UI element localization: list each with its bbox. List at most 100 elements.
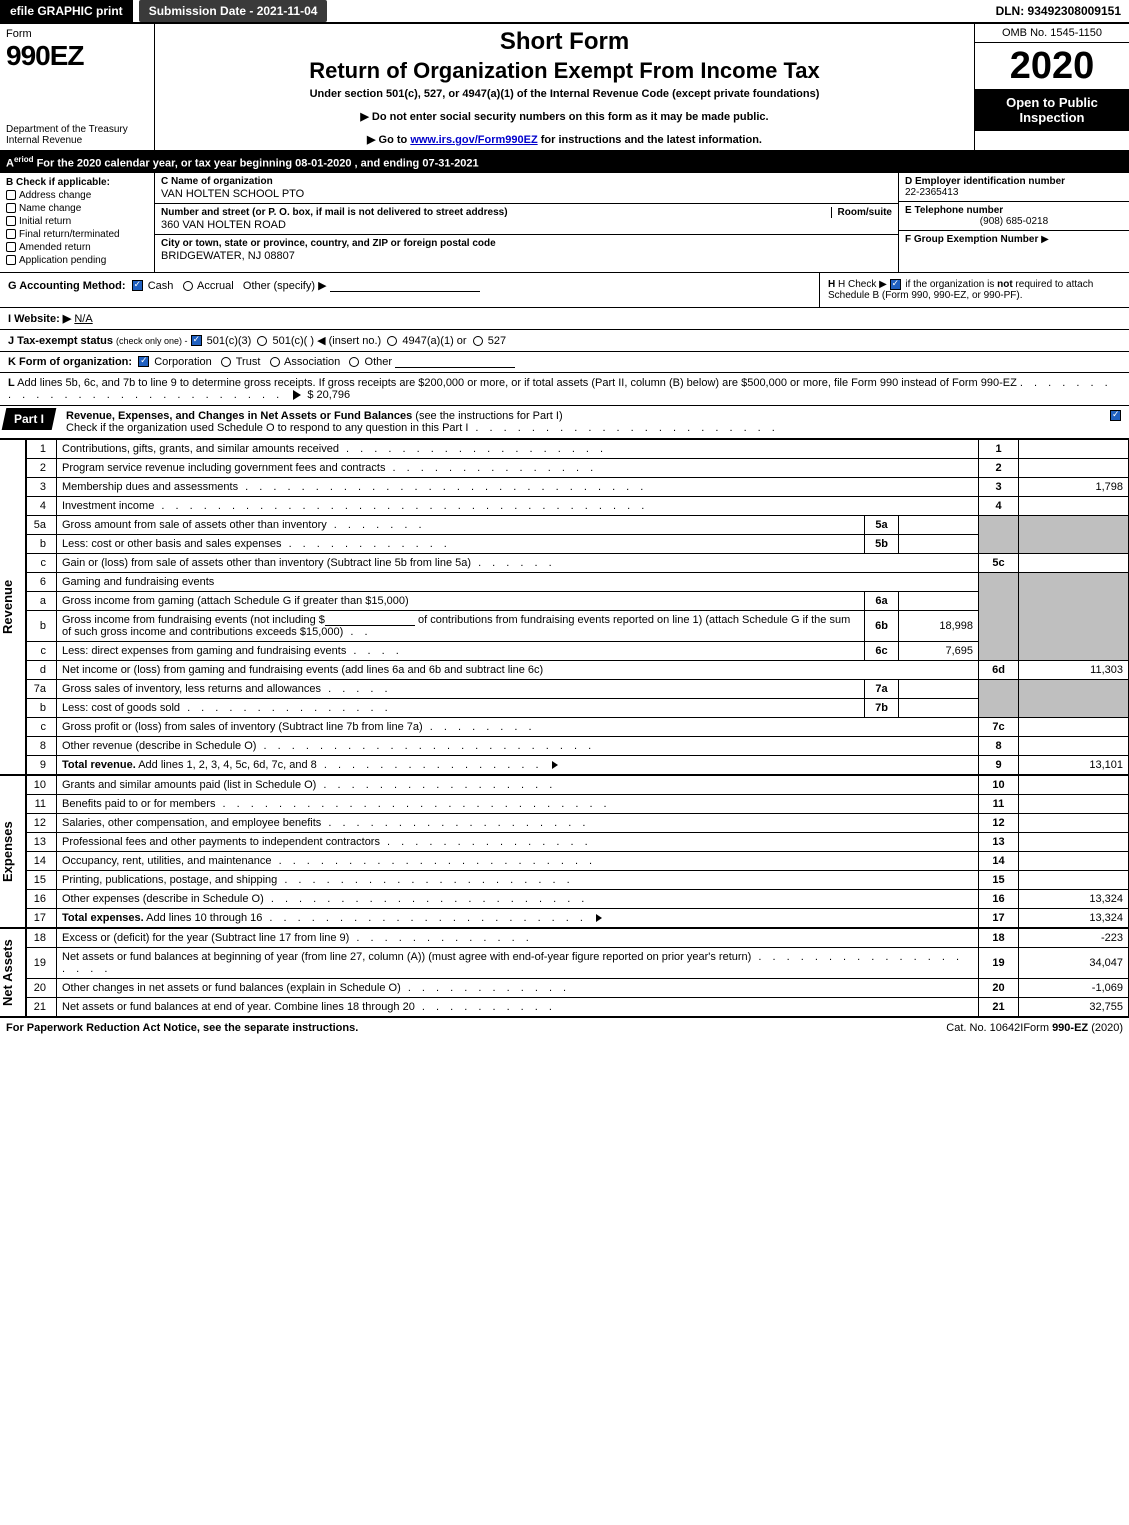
row-i: I Website: ▶ N/A: [0, 308, 1129, 330]
check-initial-return[interactable]: Initial return: [6, 216, 148, 227]
row-g: G Accounting Method: Cash Accrual Other …: [0, 273, 819, 307]
arrow-icon: [293, 390, 301, 400]
netassets-vlabel: Net Assets: [0, 928, 26, 1017]
row-l: L Add lines 5b, 6c, and 7b to line 9 to …: [0, 373, 1129, 406]
6b-blank-input[interactable]: [325, 614, 415, 626]
form-title: Return of Organization Exempt From Incom…: [163, 58, 966, 84]
check-name-change[interactable]: Name change: [6, 203, 148, 214]
amt-7a: [899, 679, 979, 698]
ein-value: 22-2365413: [905, 187, 1123, 198]
other-org-checkbox[interactable]: [349, 357, 359, 367]
row-k: K Form of organization: Corporation Trus…: [0, 352, 1129, 373]
amt-17: 13,324: [1019, 908, 1129, 927]
website-value: N/A: [74, 313, 92, 325]
part1-schedule-o-checkbox[interactable]: [1110, 410, 1121, 421]
org-city: BRIDGEWATER, NJ 08807: [161, 250, 892, 262]
form-footer-id: Form 990-EZ (2020): [1023, 1022, 1123, 1034]
form-subtitle: Under section 501(c), 527, or 4947(a)(1)…: [163, 88, 966, 100]
top-bar: efile GRAPHIC print Submission Date - 20…: [0, 0, 1129, 24]
check-address-change[interactable]: Address change: [6, 190, 148, 201]
association-checkbox[interactable]: [270, 357, 280, 367]
expenses-vlabel: Expenses: [0, 775, 26, 928]
check-amended-return[interactable]: Amended return: [6, 242, 148, 253]
header-left: Form 990EZ Department of the Treasury In…: [0, 24, 155, 150]
department-label: Department of the Treasury Internal Reve…: [6, 124, 148, 146]
row-h: H H Check ▶ if the organization is not r…: [819, 273, 1129, 307]
org-info-block: B Check if applicable: Address change Na…: [0, 173, 1129, 273]
revenue-table: 1Contributions, gifts, grants, and simil…: [26, 439, 1129, 775]
check-application-pending[interactable]: Application pending: [6, 255, 148, 266]
part-1-tab: Part I: [2, 408, 57, 430]
amt-5b: [899, 534, 979, 553]
netassets-section: Net Assets 18Excess or (deficit) for the…: [0, 928, 1129, 1017]
city-label: City or town, state or province, country…: [161, 238, 892, 249]
revenue-section: Revenue 1Contributions, gifts, grants, a…: [0, 439, 1129, 775]
row-j: J Tax-exempt status (check only one) - 5…: [0, 330, 1129, 352]
amt-9: 13,101: [1019, 755, 1129, 774]
527-checkbox[interactable]: [473, 336, 483, 346]
part-1-header: Part I Revenue, Expenses, and Changes in…: [0, 406, 1129, 439]
amt-1: [1019, 439, 1129, 458]
arrow-icon: [596, 914, 602, 922]
amt-7b: [899, 698, 979, 717]
part-1-title: Revenue, Expenses, and Changes in Net As…: [62, 406, 1099, 438]
instruction-line-2: ▶ Go to www.irs.gov/Form990EZ for instru…: [163, 133, 966, 146]
irs-link[interactable]: www.irs.gov/Form990EZ: [410, 134, 537, 146]
other-specify-input[interactable]: [330, 280, 480, 292]
org-address: 360 VAN HOLTEN ROAD: [161, 219, 892, 231]
amt-11: [1019, 794, 1129, 813]
tax-year: 2020: [975, 43, 1129, 89]
row-gh: G Accounting Method: Cash Accrual Other …: [0, 273, 1129, 308]
amt-18: -223: [1019, 928, 1129, 947]
amt-10: [1019, 775, 1129, 794]
cash-checkbox[interactable]: [132, 280, 143, 291]
amt-12: [1019, 813, 1129, 832]
501c3-checkbox[interactable]: [191, 335, 202, 346]
amt-13: [1019, 832, 1129, 851]
box-b: B Check if applicable: Address change Na…: [0, 173, 155, 272]
goto-pre: ▶ Go to: [367, 134, 410, 146]
netassets-table: 18Excess or (deficit) for the year (Subt…: [26, 928, 1129, 1017]
omb-number: OMB No. 1545-1150: [975, 24, 1129, 43]
form-number: 990EZ: [6, 40, 148, 72]
row-a-tax-year: Aeriod For the 2020 calendar year, or ta…: [0, 152, 1129, 173]
box-e: E Telephone number (908) 685-0218: [899, 202, 1129, 231]
paperwork-notice: For Paperwork Reduction Act Notice, see …: [6, 1022, 946, 1034]
amt-8: [1019, 736, 1129, 755]
arrow-icon: [552, 761, 558, 769]
4947-checkbox[interactable]: [387, 336, 397, 346]
expenses-section: Expenses 10Grants and similar amounts pa…: [0, 775, 1129, 928]
amt-6c: 7,695: [899, 641, 979, 660]
efile-print-button[interactable]: efile GRAPHIC print: [0, 0, 133, 22]
phone-value: (908) 685-0218: [905, 216, 1123, 227]
amt-3: 1,798: [1019, 477, 1129, 496]
addr-label: Number and street (or P. O. box, if mail…: [161, 207, 892, 218]
amt-14: [1019, 851, 1129, 870]
cat-no: Cat. No. 10642I: [946, 1022, 1023, 1034]
other-org-input[interactable]: [395, 356, 515, 368]
amt-5a: [899, 515, 979, 534]
header-center: Short Form Return of Organization Exempt…: [155, 24, 974, 150]
gross-receipts-amount: $ 20,796: [307, 389, 350, 401]
amt-20: -1,069: [1019, 978, 1129, 997]
501c-checkbox[interactable]: [257, 336, 267, 346]
corporation-checkbox[interactable]: [138, 356, 149, 367]
org-name: VAN HOLTEN SCHOOL PTO: [161, 188, 892, 200]
amt-16: 13,324: [1019, 889, 1129, 908]
header-right: OMB No. 1545-1150 2020 Open to Public In…: [974, 24, 1129, 150]
check-final-return[interactable]: Final return/terminated: [6, 229, 148, 240]
accrual-checkbox[interactable]: [183, 281, 193, 291]
instruction-line-1: ▶ Do not enter social security numbers o…: [163, 110, 966, 123]
goto-post: for instructions and the latest informat…: [541, 134, 762, 146]
amt-5c: [1019, 553, 1129, 572]
amt-15: [1019, 870, 1129, 889]
amt-6b: 18,998: [899, 610, 979, 641]
open-to-public: Open to Public Inspection: [975, 89, 1129, 131]
trust-checkbox[interactable]: [221, 357, 231, 367]
revenue-vlabel: Revenue: [0, 439, 26, 775]
amt-6d: 11,303: [1019, 660, 1129, 679]
box-c-label: C Name of organization: [161, 176, 892, 187]
amt-19: 34,047: [1019, 947, 1129, 978]
schedule-b-checkbox[interactable]: [890, 279, 901, 290]
amt-4: [1019, 496, 1129, 515]
